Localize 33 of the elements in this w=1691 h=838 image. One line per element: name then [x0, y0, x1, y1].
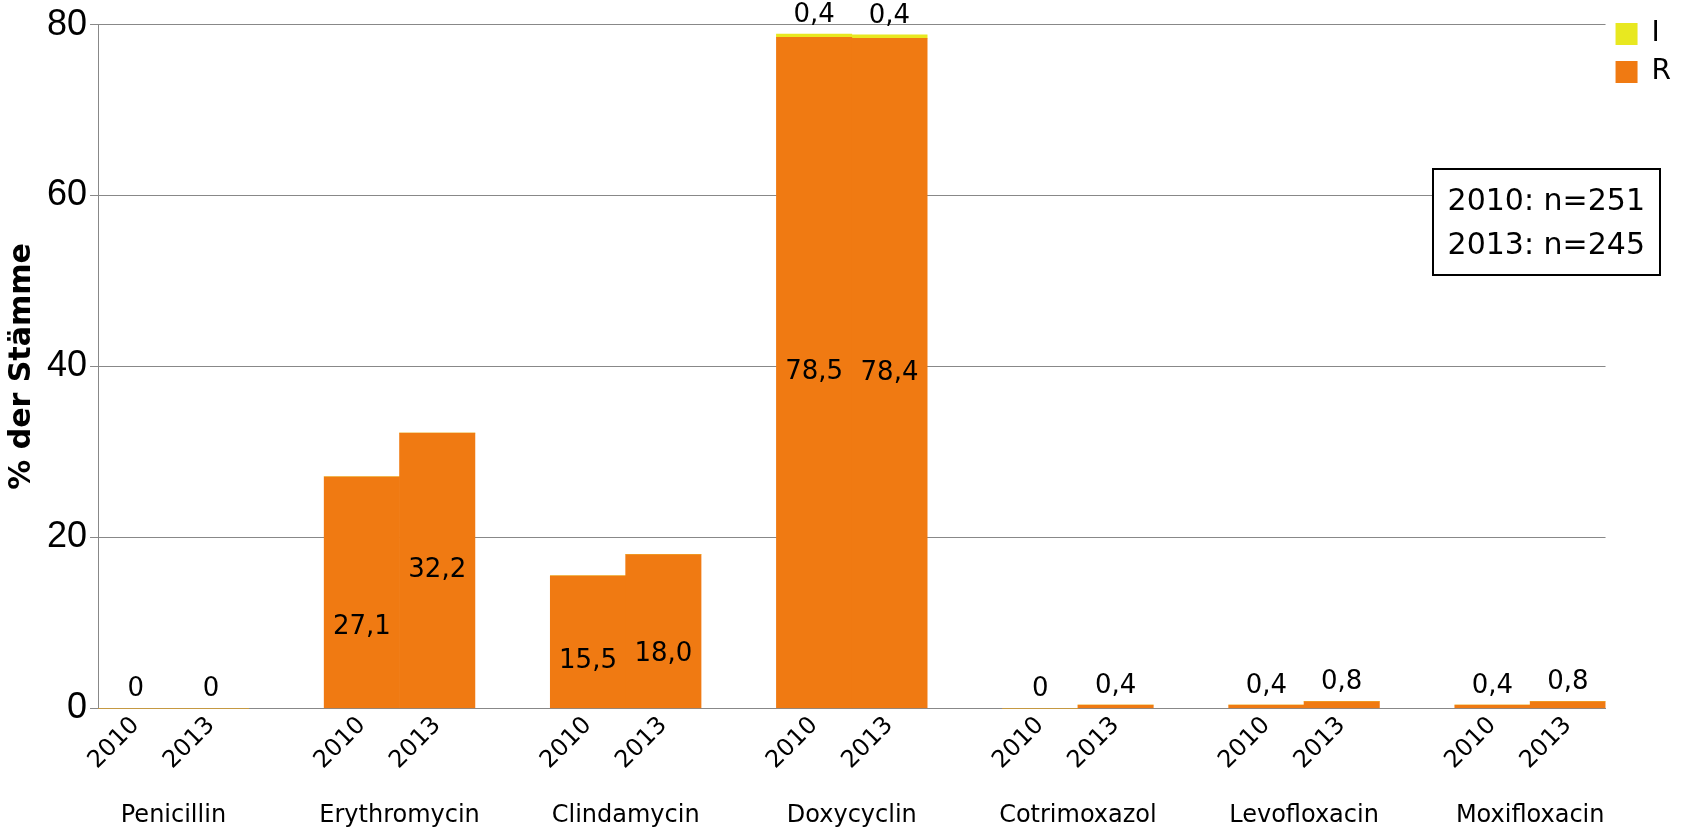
- y-tick-label: 80: [47, 1, 88, 43]
- y-axis-title: % der Stämme: [1, 243, 37, 490]
- data-label: 18,0: [634, 637, 693, 668]
- data-label: 0,8: [1547, 665, 1589, 696]
- data-label: 0: [202, 672, 220, 703]
- data-label: 0,4: [1094, 668, 1137, 699]
- annotation: 2013: n=245: [1447, 225, 1645, 263]
- data-label: 0,4: [1471, 668, 1514, 699]
- data-label: 0: [127, 672, 144, 703]
- text: Penicillin: [120, 800, 227, 829]
- data-label: 78,4: [860, 355, 919, 386]
- y-tick-label: 60: [47, 172, 88, 214]
- text: Levofloxacin: [1229, 800, 1379, 829]
- y-tick-label: 40: [47, 343, 88, 385]
- data-label: 27,1: [332, 609, 391, 640]
- data-label: 0: [1031, 672, 1049, 703]
- data-label: 78,5: [785, 355, 844, 386]
- y-tick-label: 0: [67, 685, 88, 727]
- text: Erythromycin: [319, 800, 480, 829]
- data-label: 0,4: [868, 0, 911, 29]
- legend-label: I: [1651, 15, 1660, 49]
- text: Moxifloxacin: [1455, 800, 1605, 829]
- data-label: 32,2: [408, 553, 467, 584]
- data-label: 0,4: [793, 0, 835, 28]
- data-label: 15,5: [559, 644, 617, 675]
- y-tick-label: 20: [47, 514, 88, 556]
- data-label: 0,8: [1321, 665, 1363, 696]
- data-label: 0,4: [1245, 668, 1288, 699]
- annotation: 2010: n=251: [1447, 181, 1645, 219]
- text: Clindamycin: [551, 800, 700, 829]
- text: Cotrimoxazol: [999, 800, 1157, 829]
- legend-label: R: [1651, 53, 1672, 87]
- text: Doxycyclin: [786, 800, 917, 829]
